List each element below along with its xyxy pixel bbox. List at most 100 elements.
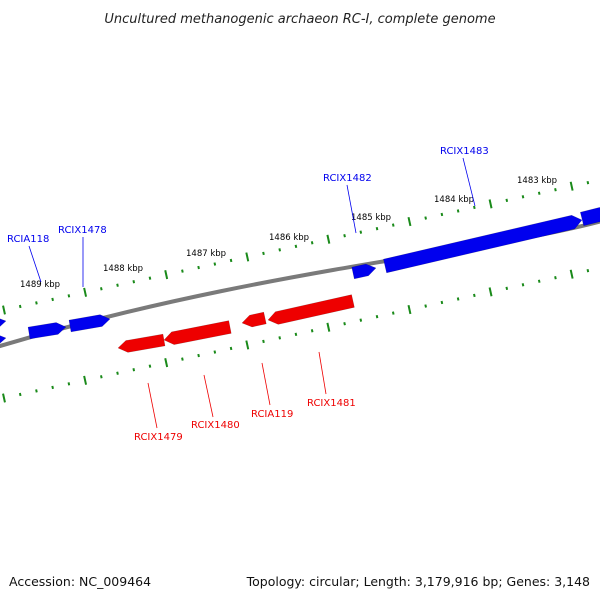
reverse-gene-label[interactable]: RCIX1480: [191, 420, 240, 431]
outer-minor-tick: [505, 198, 509, 203]
outer-minor-tick: [440, 212, 444, 217]
inner-minor-tick: [197, 353, 200, 358]
reverse-gene-label[interactable]: RCIX1481: [307, 398, 356, 409]
outer-major-tick: [488, 199, 493, 209]
gene-leader-line: [346, 184, 357, 234]
forward-gene-label[interactable]: RCIX1478: [58, 225, 107, 236]
outer-major-tick: [326, 234, 331, 244]
outer-minor-tick: [51, 297, 54, 302]
gene-labels: RCIA118 RCIX1478 RCIX1482 RCIX1483 RCIX1479 R…: [7, 146, 489, 443]
outer-minor-tick: [424, 216, 427, 220]
forward-gene-arrow[interactable]: [383, 214, 583, 274]
outer-minor-tick: [100, 287, 103, 291]
kbp-label: 1486 kbp: [269, 233, 309, 243]
kbp-label: 1487 kbp: [186, 249, 226, 259]
inner-minor-tick: [456, 297, 460, 301]
outer-minor-tick: [375, 226, 379, 231]
inner-minor-tick: [391, 311, 395, 315]
inner-minor-tick: [473, 293, 476, 298]
inner-minor-tick: [359, 318, 363, 322]
outer-minor-tick: [310, 241, 314, 245]
outer-major-tick: [164, 270, 169, 280]
inner-major-tick: [569, 269, 574, 279]
outer-minor-tick: [586, 180, 590, 185]
inner-minor-tick: [51, 385, 54, 390]
inner-minor-tick: [440, 300, 444, 305]
inner-minor-tick: [35, 389, 38, 393]
forward-gene-arrow[interactable]: [27, 322, 67, 340]
gene-leader-line: [28, 245, 42, 283]
inner-minor-tick: [100, 375, 103, 379]
reverse-strand-genes: [117, 294, 355, 353]
outer-minor-tick: [148, 276, 152, 280]
forward-gene-label[interactable]: RCIA118: [7, 234, 49, 245]
inner-minor-tick: [375, 314, 379, 319]
outer-minor-tick: [132, 280, 136, 284]
forward-gene-arrow[interactable]: [351, 263, 377, 280]
inner-minor-tick: [67, 382, 71, 386]
outer-minor-tick: [116, 283, 119, 287]
reverse-gene-label[interactable]: RCIA119: [251, 409, 293, 420]
kbp-labels: 1483 kbp 1484 kbp 1485 kbp 1486 kbp 1487 kbp…: [20, 176, 557, 290]
inner-major-tick: [164, 358, 169, 368]
outer-minor-tick: [181, 269, 184, 273]
inner-minor-tick: [213, 350, 217, 354]
inner-minor-tick: [424, 304, 427, 308]
gene-leader-line: [318, 351, 327, 395]
outer-major-tick: [245, 252, 250, 262]
forward-gene-label[interactable]: RCIX1482: [323, 173, 372, 184]
outer-minor-tick: [473, 205, 476, 210]
reverse-gene-arrow[interactable]: [117, 333, 166, 353]
inner-major-tick: [326, 322, 331, 332]
forward-gene-label[interactable]: RCIX1483: [440, 146, 489, 157]
reverse-gene-arrow[interactable]: [163, 320, 232, 345]
genome-title: Uncultured methanogenic archaeon RC-I, c…: [104, 12, 495, 27]
gene-leader-line: [261, 362, 271, 406]
forward-gene-arrow[interactable]: [579, 207, 600, 227]
forward-gene-arrow[interactable]: [0, 317, 7, 328]
outer-minor-tick: [278, 248, 282, 252]
outer-minor-tick: [359, 230, 363, 234]
inner-major-tick: [407, 304, 412, 315]
inner-minor-tick: [116, 371, 119, 375]
outer-tick-ring: [2, 180, 590, 315]
inner-minor-tick: [148, 364, 152, 368]
outer-minor-tick: [521, 195, 525, 199]
inner-major-tick: [245, 340, 250, 350]
kbp-label: 1485 kbp: [351, 213, 391, 223]
outer-major-tick: [83, 287, 88, 297]
outer-major-tick: [407, 216, 412, 227]
inner-minor-tick: [294, 332, 298, 337]
inner-minor-tick: [229, 346, 233, 351]
kbp-label: 1488 kbp: [103, 264, 143, 274]
inner-minor-tick: [586, 268, 590, 273]
outer-minor-tick: [537, 191, 541, 195]
inner-major-tick: [488, 287, 493, 297]
forward-gene-arrow[interactable]: [68, 314, 111, 333]
inner-minor-tick: [278, 336, 282, 340]
kbp-label: 1489 kbp: [20, 280, 60, 290]
kbp-label: 1484 kbp: [434, 195, 474, 205]
forward-gene-arrow[interactable]: [0, 334, 7, 345]
reverse-gene-arrow[interactable]: [241, 311, 267, 328]
reverse-gene-arrow[interactable]: [267, 294, 355, 325]
inner-minor-tick: [181, 357, 184, 361]
outer-minor-tick: [18, 304, 22, 309]
outer-minor-tick: [554, 188, 557, 192]
outer-minor-tick: [294, 244, 298, 249]
inner-tick-ring: [2, 268, 590, 403]
inner-major-tick: [2, 393, 6, 403]
forward-strand-genes: [0, 207, 600, 345]
gene-leader-line: [147, 382, 158, 429]
reverse-gene-label[interactable]: RCIX1479: [134, 432, 183, 443]
inner-minor-tick: [537, 279, 541, 283]
inner-minor-tick: [554, 276, 557, 280]
inner-minor-tick: [262, 339, 265, 344]
outer-minor-tick: [456, 209, 460, 213]
genome-summary-text: Topology: circular; Length: 3,179,916 bp…: [246, 574, 590, 589]
gene-leader-line: [462, 157, 476, 207]
outer-minor-tick: [67, 294, 71, 298]
inner-minor-tick: [132, 368, 136, 372]
accession-text: Accession: NC_009464: [9, 574, 151, 589]
